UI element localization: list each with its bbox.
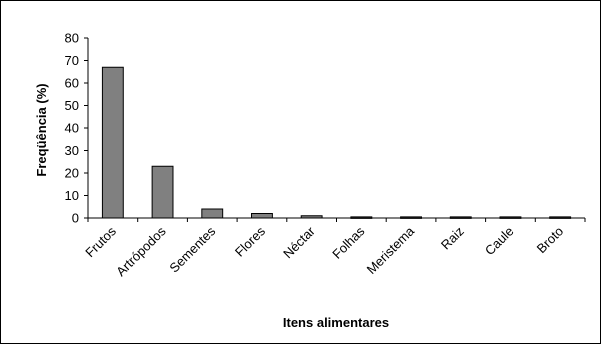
x-tick-label-raiz: Raiz bbox=[438, 224, 467, 253]
x-tick-label-folhas: Folhas bbox=[329, 223, 368, 262]
x-tick-label-frutos: Frutos bbox=[82, 223, 119, 260]
x-axis-title: Itens alimentares bbox=[283, 315, 389, 330]
y-tick-label: 0 bbox=[72, 211, 79, 226]
y-tick-label: 30 bbox=[65, 143, 79, 158]
bars bbox=[101, 66, 572, 219]
y-tick-label: 20 bbox=[65, 166, 79, 181]
y-tick-label: 60 bbox=[65, 76, 79, 91]
y-tick-label: 40 bbox=[65, 121, 79, 136]
bar-sementes bbox=[201, 208, 224, 219]
y-axis-title: Freqüência (%) bbox=[34, 83, 49, 176]
bar-frutos bbox=[101, 66, 124, 219]
y-tick-label: 80 bbox=[65, 31, 79, 46]
y-tick-label: 50 bbox=[65, 98, 79, 113]
x-tick-label-caule: Caule bbox=[482, 224, 517, 259]
y-tick-label: 10 bbox=[65, 188, 79, 203]
bar-flores bbox=[251, 213, 273, 219]
x-tick-label-flores: Flores bbox=[232, 223, 268, 259]
x-tick-label-sementes: Sementes bbox=[166, 223, 218, 275]
x-tick-label-meristema: Meristema bbox=[364, 223, 418, 277]
x-tick-label-artrópodos: Artrópodos bbox=[113, 223, 169, 279]
x-tick-label-néctar: Néctar bbox=[280, 223, 318, 261]
bar-artrópodos bbox=[151, 165, 174, 219]
y-axis-ticks: 0 10 20 30 40 50 60 70 80 bbox=[65, 31, 88, 226]
y-tick-label: 70 bbox=[65, 53, 79, 68]
x-tick-label-broto: Broto bbox=[534, 224, 567, 257]
